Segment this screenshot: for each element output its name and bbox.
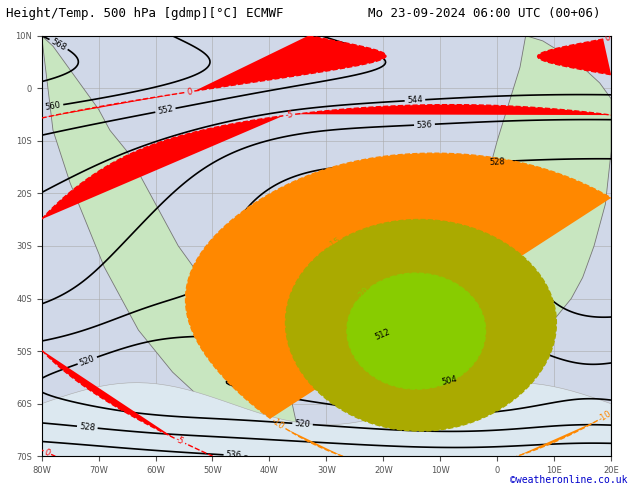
Point [492,84,502,92]
Text: 536: 536 [226,450,242,461]
Text: 0: 0 [187,87,193,97]
Point [492,84,502,92]
Text: 520: 520 [294,419,311,429]
Text: 512: 512 [373,327,392,342]
Text: -5: -5 [285,110,294,120]
Polygon shape [486,36,611,335]
Polygon shape [42,36,298,441]
Text: -15: -15 [327,236,343,250]
Text: -10: -10 [597,409,614,423]
Text: 568: 568 [49,36,68,52]
Text: -10: -10 [269,416,286,431]
Text: 560: 560 [44,100,61,112]
Text: 0: 0 [604,33,611,43]
Point [492,84,502,92]
Text: 544: 544 [407,96,423,105]
Text: 528: 528 [489,157,505,167]
Point [492,84,502,92]
Text: Height/Temp. 500 hPa [gdmp][°C] ECMWF: Height/Temp. 500 hPa [gdmp][°C] ECMWF [6,7,284,21]
Point [492,84,502,92]
Text: 536: 536 [417,120,432,129]
Text: ©weatheronline.co.uk: ©weatheronline.co.uk [510,475,628,485]
Text: 504: 504 [441,374,458,387]
Text: 0: 0 [43,447,51,458]
Point [492,84,502,92]
Point [492,84,502,92]
Text: Mo 23-09-2024 06:00 UTC (00+06): Mo 23-09-2024 06:00 UTC (00+06) [368,7,600,21]
Polygon shape [42,383,611,456]
Text: -5: -5 [174,435,186,447]
Text: -20: -20 [356,285,372,301]
Text: 552: 552 [157,104,174,116]
Text: 520: 520 [79,354,96,368]
Text: 528: 528 [79,422,96,433]
